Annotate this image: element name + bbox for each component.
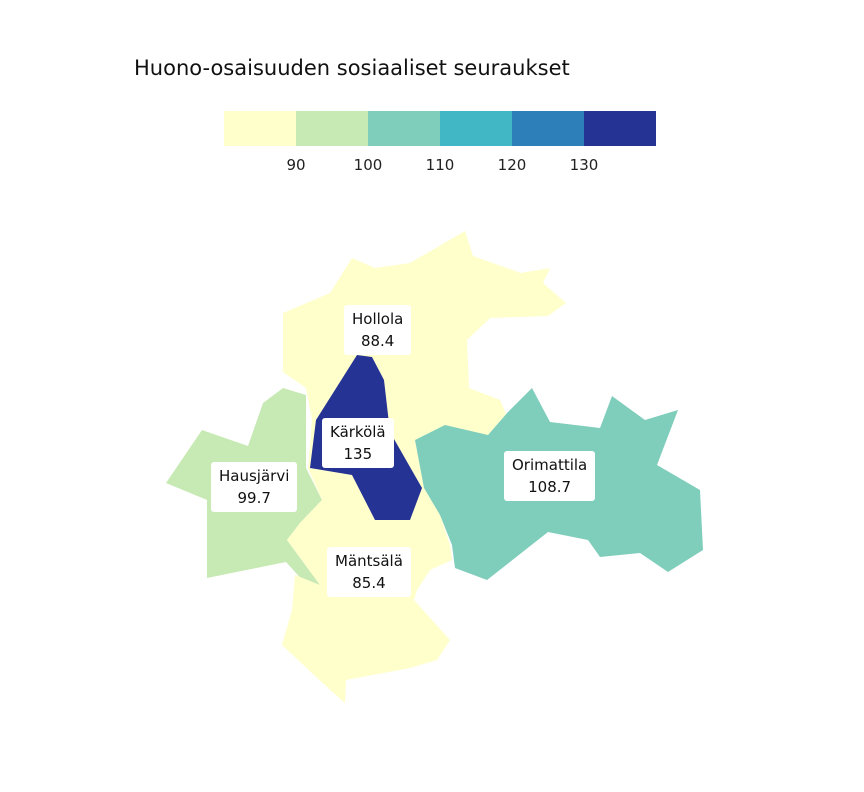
label-mantsala: Mäntsälä 85.4 (327, 547, 411, 597)
legend-tick-label: 120 (498, 156, 527, 174)
legend-swatch (296, 111, 368, 146)
legend-tick-label: 100 (354, 156, 383, 174)
legend-tick-label: 110 (426, 156, 455, 174)
color-legend: 90 100 110 120 130 (224, 111, 656, 174)
label-hollola: Hollola 88.4 (344, 305, 412, 355)
region-value: 135 (343, 445, 373, 463)
region-value: 88.4 (360, 332, 395, 350)
legend-swatch (368, 111, 440, 146)
label-hausjarvi: Hausjärvi 99.7 (211, 462, 298, 512)
region-value: 85.4 (352, 574, 386, 592)
legend-swatch (512, 111, 584, 146)
legend-swatch (584, 111, 656, 146)
label-orimattila: Orimattila 108.7 (504, 451, 596, 501)
legend-tick-label: 130 (570, 156, 599, 174)
region-name: Hollola (352, 310, 404, 328)
region-value: 99.7 (237, 489, 271, 507)
legend-swatch (440, 111, 512, 146)
map-title: Huono-osaisuuden sosiaaliset seuraukset (134, 56, 570, 80)
legend-swatch (224, 111, 296, 146)
region-name: Kärkölä (330, 423, 386, 441)
region-value: 108.7 (528, 478, 572, 496)
legend-tick-label: 90 (286, 156, 305, 174)
region-name: Orimattila (512, 456, 588, 474)
region-name: Hausjärvi (219, 467, 290, 485)
region-name: Mäntsälä (335, 552, 403, 570)
label-karkola: Kärkölä 135 (322, 418, 394, 468)
